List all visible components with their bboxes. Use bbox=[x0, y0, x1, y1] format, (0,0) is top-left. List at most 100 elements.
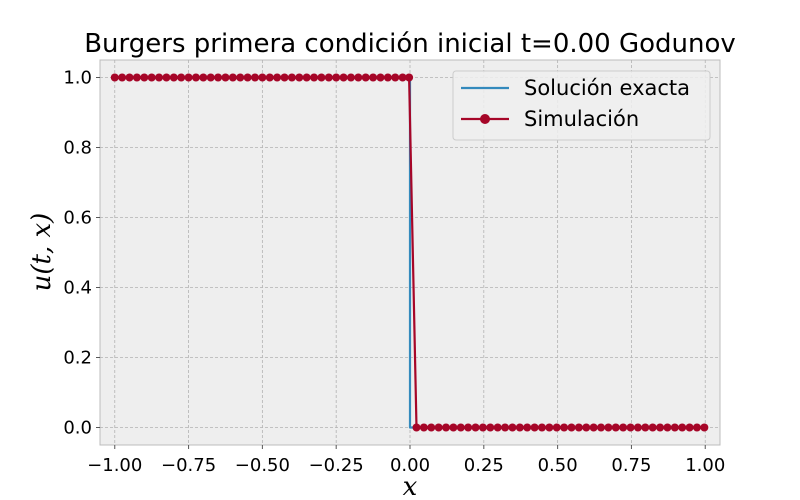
data-point bbox=[685, 423, 694, 432]
data-point bbox=[228, 73, 237, 82]
data-point bbox=[369, 73, 378, 82]
data-point bbox=[206, 73, 215, 82]
y-tick-label: 0.0 bbox=[63, 418, 92, 439]
data-point bbox=[132, 73, 141, 82]
data-point bbox=[376, 73, 385, 82]
data-point bbox=[147, 73, 156, 82]
data-point bbox=[611, 423, 620, 432]
x-tick-label: −0.50 bbox=[235, 455, 290, 476]
data-point bbox=[110, 73, 119, 82]
y-tick-label: 0.2 bbox=[63, 348, 92, 369]
data-point bbox=[656, 423, 665, 432]
data-point bbox=[140, 73, 149, 82]
data-point bbox=[265, 73, 274, 82]
data-point bbox=[619, 423, 628, 432]
data-point bbox=[567, 423, 576, 432]
data-point bbox=[434, 423, 443, 432]
data-point bbox=[560, 423, 569, 432]
data-point bbox=[339, 73, 348, 82]
data-point bbox=[214, 73, 223, 82]
y-tick-label: 0.6 bbox=[63, 208, 92, 229]
data-point bbox=[302, 73, 311, 82]
data-point bbox=[648, 423, 657, 432]
x-tick-label: 0.25 bbox=[464, 455, 504, 476]
data-point bbox=[162, 73, 171, 82]
data-point bbox=[700, 423, 709, 432]
legend: Solución exacta Simulación bbox=[452, 70, 711, 141]
x-axis-label: x bbox=[403, 472, 418, 500]
data-point bbox=[199, 73, 208, 82]
data-point bbox=[464, 423, 473, 432]
data-point bbox=[243, 73, 252, 82]
x-axis-ticks: −1.00 −0.75 −0.50 −0.25 0.00 0.25 0.50 0.75 1.00 bbox=[87, 445, 725, 476]
data-point bbox=[125, 73, 134, 82]
data-point bbox=[155, 73, 164, 82]
data-point bbox=[332, 73, 341, 82]
data-point bbox=[391, 73, 400, 82]
data-point bbox=[670, 423, 679, 432]
data-point bbox=[692, 423, 701, 432]
data-point bbox=[486, 423, 495, 432]
data-point bbox=[663, 423, 672, 432]
data-point bbox=[184, 73, 193, 82]
x-tick-label: 0.50 bbox=[538, 455, 578, 476]
data-point bbox=[118, 73, 127, 82]
data-point bbox=[678, 423, 687, 432]
data-point bbox=[191, 73, 200, 82]
data-point bbox=[523, 423, 532, 432]
data-point bbox=[398, 73, 407, 82]
data-point bbox=[361, 73, 370, 82]
series-layer bbox=[110, 73, 709, 432]
data-point bbox=[442, 423, 451, 432]
chart-title: Burgers primera condición inicial t=0.00… bbox=[84, 29, 736, 59]
data-point bbox=[287, 73, 296, 82]
data-point bbox=[582, 423, 591, 432]
data-point bbox=[295, 73, 304, 82]
x-tick-label: 0.75 bbox=[611, 455, 651, 476]
data-point bbox=[280, 73, 289, 82]
y-axis-label: u(t, x) bbox=[27, 213, 57, 292]
data-point bbox=[427, 423, 436, 432]
legend-label-simulation: Simulación bbox=[524, 107, 639, 131]
data-point bbox=[456, 423, 465, 432]
x-tick-label: −0.25 bbox=[309, 455, 364, 476]
data-point bbox=[530, 423, 539, 432]
x-tick-label: −0.75 bbox=[161, 455, 216, 476]
data-point bbox=[597, 423, 606, 432]
legend-label-exact: Solución exacta bbox=[524, 76, 690, 100]
x-tick-label: 1.00 bbox=[685, 455, 725, 476]
data-point bbox=[604, 423, 613, 432]
data-point bbox=[258, 73, 267, 82]
data-point bbox=[471, 423, 480, 432]
data-point bbox=[493, 423, 502, 432]
data-point bbox=[273, 73, 282, 82]
data-point bbox=[449, 423, 458, 432]
data-point bbox=[317, 73, 326, 82]
data-point bbox=[236, 73, 245, 82]
y-axis-ticks: 0.0 0.2 0.4 0.6 0.8 1.0 bbox=[63, 68, 100, 439]
data-point bbox=[221, 73, 230, 82]
data-point bbox=[405, 73, 414, 82]
y-tick-label: 1.0 bbox=[63, 68, 92, 89]
legend-box bbox=[452, 70, 711, 141]
legend-marker-simulation bbox=[480, 114, 490, 124]
data-point bbox=[633, 423, 642, 432]
data-point bbox=[641, 423, 650, 432]
y-tick-label: 0.4 bbox=[63, 278, 92, 299]
data-point bbox=[552, 423, 561, 432]
data-point bbox=[251, 73, 259, 82]
data-point bbox=[545, 423, 554, 432]
data-point bbox=[501, 423, 510, 432]
data-point bbox=[324, 73, 333, 82]
data-point bbox=[478, 423, 487, 432]
data-point bbox=[383, 73, 392, 82]
data-point bbox=[346, 73, 355, 82]
x-tick-label: −1.00 bbox=[87, 455, 142, 476]
data-point bbox=[354, 73, 363, 82]
data-point bbox=[177, 73, 186, 82]
data-point bbox=[419, 423, 428, 432]
y-tick-label: 0.8 bbox=[63, 138, 92, 159]
x-tick-label: 0.00 bbox=[390, 455, 430, 476]
data-point bbox=[537, 423, 546, 432]
